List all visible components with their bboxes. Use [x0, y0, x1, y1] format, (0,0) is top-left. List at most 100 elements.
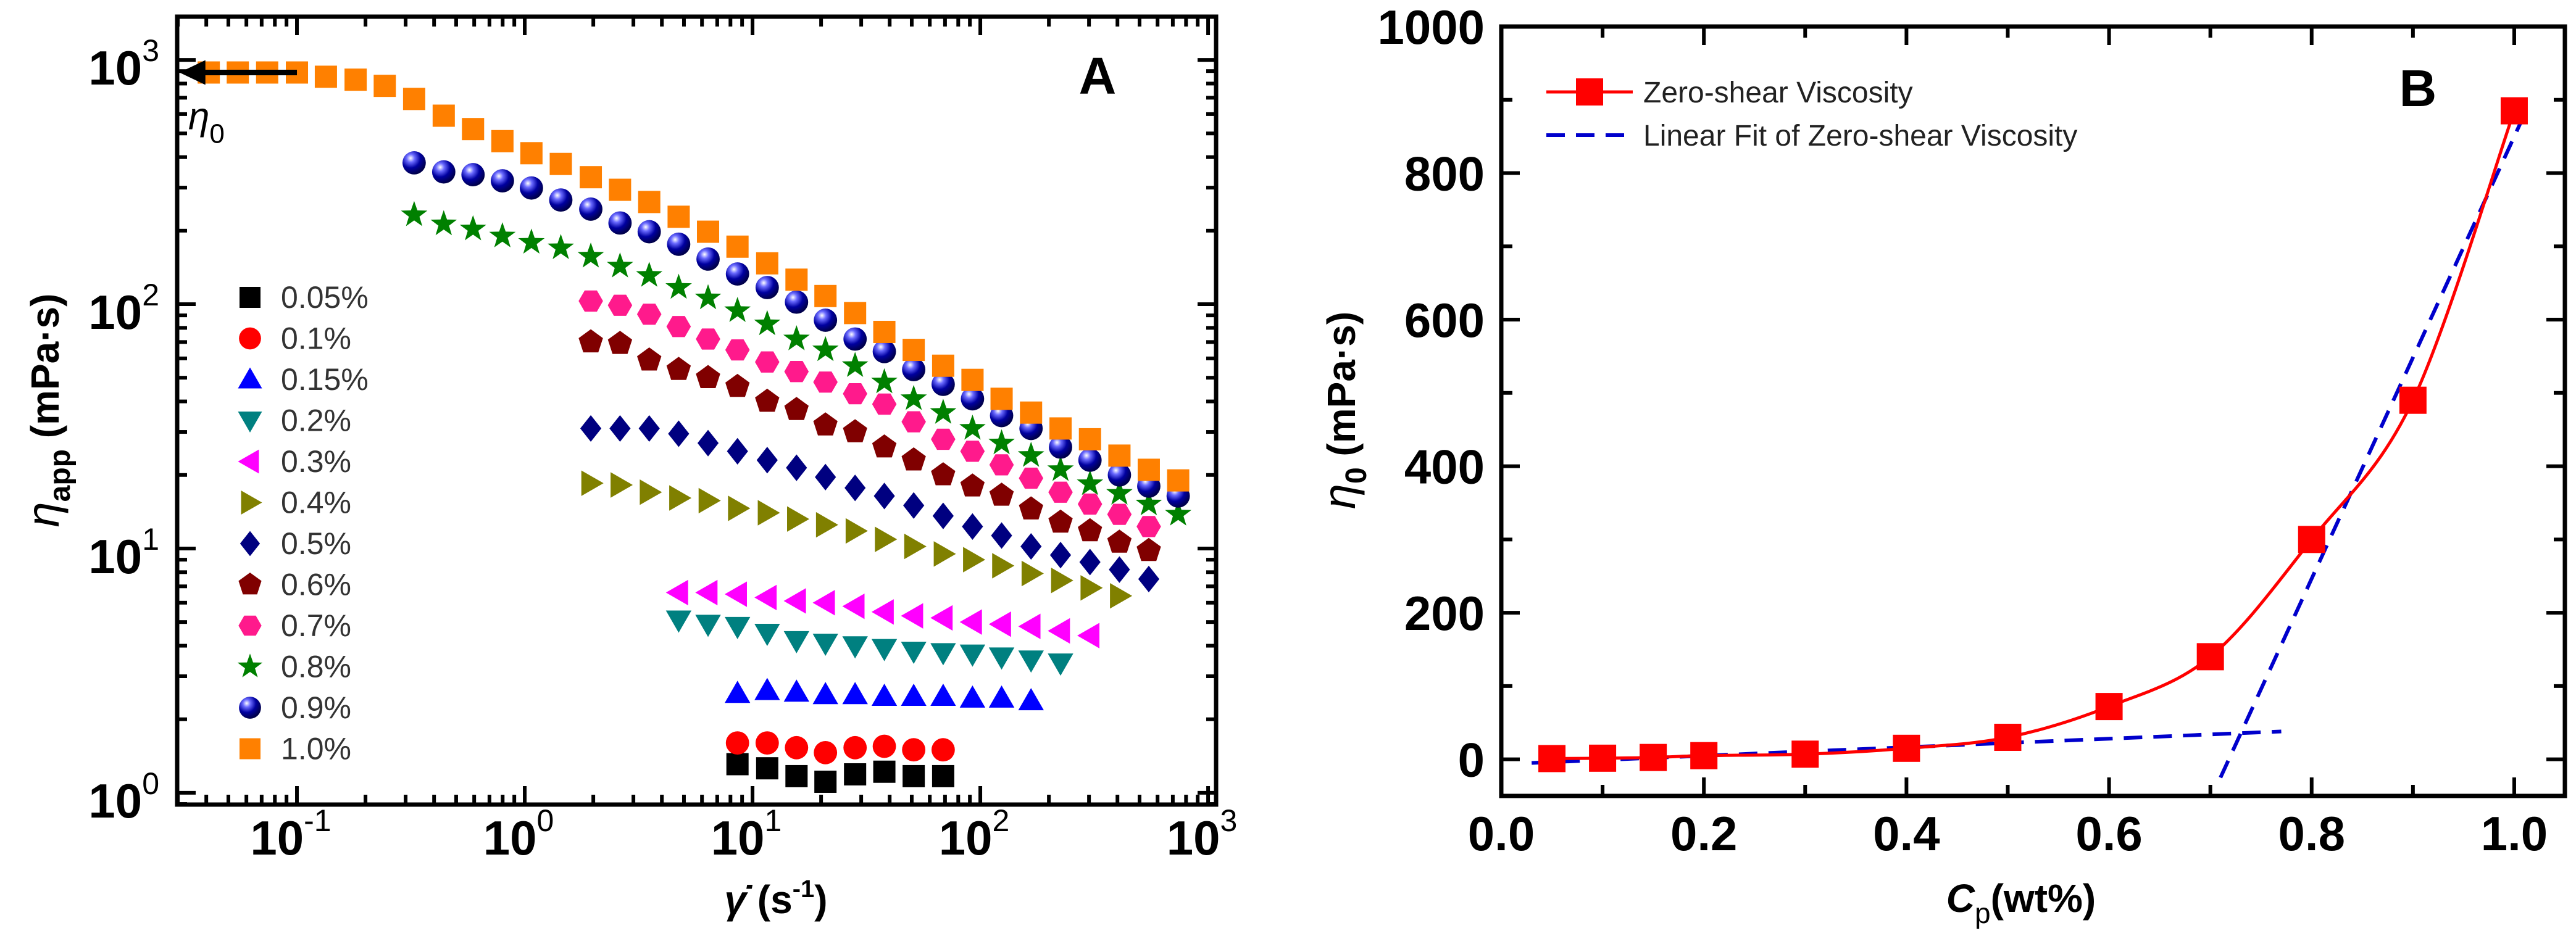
legend-label: 0.7% [281, 608, 351, 643]
data-point [755, 731, 779, 755]
legend-label: Linear Fit of Zero-shear Viscosity [1643, 120, 2077, 152]
data-point [930, 399, 957, 424]
data-point [959, 609, 982, 635]
legend-item: 0.6% [238, 568, 351, 602]
data-point [959, 644, 986, 667]
data-point [2399, 386, 2427, 414]
data-point [872, 393, 897, 415]
data-point [665, 273, 692, 299]
data-point [843, 735, 867, 760]
y-axis-title: ηapp (mPa·s) [17, 294, 77, 528]
data-point [637, 220, 661, 244]
legend-marker [241, 490, 262, 515]
data-point [665, 610, 692, 633]
data-point [1108, 444, 1131, 467]
data-point [668, 420, 690, 447]
data-point [1048, 481, 1073, 503]
data-point [344, 68, 367, 91]
data-point [1080, 575, 1103, 601]
data-point [2196, 643, 2224, 671]
data-point [902, 358, 926, 381]
data-point [373, 75, 396, 97]
series-1.0% [198, 61, 1190, 492]
data-point [1893, 734, 1920, 762]
data-point [1078, 428, 1101, 450]
data-point [989, 482, 1014, 506]
data-point [784, 361, 809, 383]
data-point [725, 373, 750, 397]
data-point [844, 474, 866, 502]
data-point [694, 284, 722, 310]
data-point [1051, 568, 1073, 594]
data-point [666, 357, 691, 380]
data-point [961, 368, 984, 391]
data-point [756, 447, 778, 474]
data-point [988, 685, 1015, 708]
data-point [814, 740, 838, 764]
data-point [695, 579, 718, 606]
legend-item: Linear Fit of Zero-shear Viscosity [1546, 120, 2077, 152]
data-point [871, 368, 898, 394]
data-point [696, 247, 720, 271]
data-point [1137, 458, 1160, 481]
data-point [871, 599, 894, 625]
data-point [815, 463, 836, 491]
data-point [462, 118, 485, 141]
y-tick-label: 103 [88, 33, 159, 95]
data-point [931, 428, 956, 450]
legend: Zero-shear Viscosity Linear Fit of Zero-s… [1546, 77, 2077, 152]
data-point [992, 553, 1015, 579]
data-point [812, 682, 838, 705]
legend: 0.05% 0.1% 0.15% 0.2% 0.3% 0.4% 0.5% 0.6% 0.7% 0.… [237, 280, 369, 766]
data-point [785, 735, 809, 760]
data-point [901, 684, 927, 706]
data-point [1791, 740, 1819, 768]
data-point [698, 487, 721, 514]
data-point [548, 234, 574, 259]
data-point [1538, 745, 1566, 772]
x-tick-label: 0.4 [1873, 806, 1940, 861]
data-point [814, 770, 837, 793]
x-tick-label: 1.0 [2481, 806, 2548, 861]
x-tick-label: 0.6 [2075, 806, 2142, 861]
legend-label: 0.1% [281, 321, 351, 356]
data-point [962, 513, 983, 540]
data-point [871, 684, 898, 706]
data-point [988, 429, 1015, 455]
data-point [1135, 490, 1162, 516]
legend-marker [238, 367, 262, 389]
data-point [901, 411, 926, 433]
data-point [932, 502, 954, 529]
legend-item: 0.05% [240, 280, 369, 315]
data-point [812, 336, 839, 362]
data-point [988, 647, 1015, 670]
x-tick-label: 0.2 [1670, 806, 1737, 861]
data-point [1136, 516, 1161, 537]
panel-b-zero-shear-viscosity: 0.0 0.2 0.4 0.6 0.8 1.0 0 200 400 600 800 1000 Cp(wt… [1314, 0, 2567, 929]
x-tick-label: 102 [939, 803, 1010, 865]
data-point [872, 339, 896, 363]
data-point [754, 584, 777, 611]
data-point [490, 169, 514, 193]
data-point [1077, 623, 1100, 648]
legend-marker [239, 697, 261, 719]
data-point [2298, 526, 2325, 553]
legend-label: 0.2% [281, 404, 351, 438]
data-point [1107, 529, 1132, 553]
eta0-annotation: η0 [188, 95, 225, 149]
data-point [640, 479, 662, 505]
data-point [696, 365, 720, 388]
data-point [989, 454, 1014, 476]
arrow-left-icon [179, 60, 206, 85]
data-point [581, 470, 604, 496]
data-point [1690, 742, 1718, 769]
data-point [813, 412, 838, 436]
y-tick-label: 400 [1404, 440, 1485, 494]
data-point [578, 290, 603, 312]
data-point [696, 328, 720, 350]
panel-label: B [2399, 59, 2437, 117]
data-point [815, 511, 838, 538]
data-point [1048, 653, 1073, 676]
panel-a-viscosity-vs-shear-rate: 10-1 100 101 102 103 100 101 102 103 γ̇ (s-1) ηapp… [17, 14, 1237, 922]
data-point [1018, 613, 1041, 639]
